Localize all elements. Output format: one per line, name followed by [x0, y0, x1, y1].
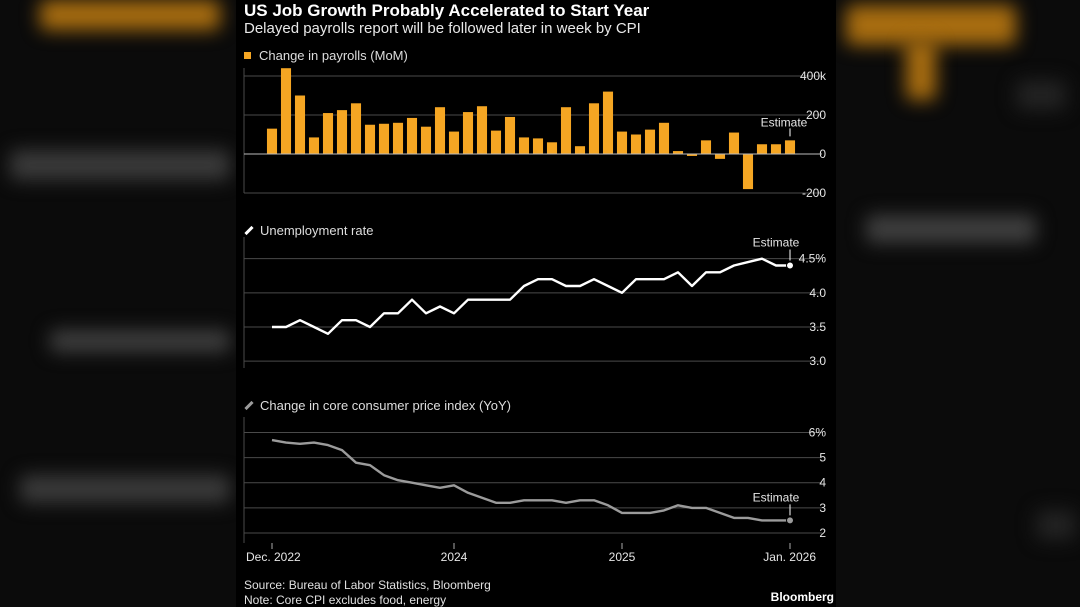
bloomberg-logo: Bloomberg: [770, 590, 834, 604]
payroll-bar: [644, 129, 656, 154]
payroll-bar: [392, 122, 404, 154]
payroll-bar: [630, 134, 642, 154]
payroll-bar: [546, 142, 558, 154]
payroll-bar: [462, 112, 474, 154]
estimate-label: Estimate: [753, 236, 800, 250]
y-tick-label: 2: [819, 526, 826, 540]
payroll-bar: [280, 68, 292, 154]
payroll-bar: [364, 124, 376, 154]
y-tick-label: 4.0: [809, 286, 826, 300]
payroll-bar: [742, 154, 754, 190]
legend-cpi-label: Change in core consumer price index (YoY…: [260, 398, 511, 413]
x-tick-label: 2024: [441, 550, 468, 564]
x-tick-label: 2025: [609, 550, 636, 564]
payroll-bar: [266, 128, 278, 154]
payroll-bar: [714, 154, 726, 159]
legend-payrolls-label: Change in payrolls (MoM): [259, 48, 408, 63]
payroll-bar: [532, 138, 544, 154]
y-tick-label: 3.5: [809, 320, 826, 334]
note-text: Note: Core CPI excludes food, energy: [244, 593, 447, 607]
payroll-bar: [476, 106, 488, 154]
payroll-bar: [658, 122, 670, 154]
payroll-bar: [294, 95, 306, 154]
y-tick-label: -200: [802, 186, 826, 200]
payroll-bar: [378, 123, 390, 154]
legend-payrolls: Change in payrolls (MoM): [244, 48, 408, 63]
payroll-bar: [784, 140, 796, 154]
payroll-bar: [448, 131, 460, 154]
legend-cpi: Change in core consumer price index (YoY…: [244, 398, 511, 413]
payroll-bar: [336, 110, 348, 154]
payroll-bar: [434, 107, 446, 154]
legend-unemployment: Unemployment rate: [244, 223, 373, 238]
y-tick-label: 5: [819, 451, 826, 465]
payroll-bar: [616, 131, 628, 154]
payroll-bar: [308, 137, 320, 154]
payroll-bar: [602, 91, 614, 154]
cpi-line: [271, 438, 790, 522]
chart-subtitle: Delayed payrolls report will be followed…: [244, 20, 641, 37]
payroll-bar: [700, 140, 712, 154]
payroll-bar: [686, 154, 698, 156]
blurred-background-left: [0, 0, 236, 607]
y-tick-label: 400k: [800, 69, 827, 83]
estimate-label: Estimate: [753, 490, 800, 504]
y-tick-label: 3: [819, 501, 826, 515]
payroll-bar: [350, 103, 362, 154]
chart-card: US Job Growth Probably Accelerated to St…: [236, 0, 836, 607]
payroll-bar: [770, 144, 782, 154]
payroll-bar: [490, 130, 502, 154]
payroll-bar: [518, 137, 530, 154]
payroll-bar: [420, 126, 432, 154]
source-text: Source: Bureau of Labor Statistics, Bloo…: [244, 578, 491, 592]
payroll-bar: [588, 103, 600, 154]
x-tick-label: Jan. 2026: [763, 550, 816, 564]
unemployment-line: [272, 257, 790, 335]
charts-svg: 400k 200 0 -200 Estimate 4.5% 4.0 3.5 3.0 Estimat…: [243, 68, 827, 564]
estimate-point: [786, 516, 794, 525]
payroll-bar: [728, 132, 740, 154]
y-tick-label: 4.5%: [799, 252, 827, 266]
payroll-bar: [574, 146, 586, 154]
payroll-bar: [504, 116, 516, 154]
y-tick-label: 200: [806, 108, 826, 122]
y-tick-label: 6%: [809, 426, 827, 440]
payrolls-swatch-icon: [244, 52, 251, 59]
payroll-bar: [406, 117, 418, 154]
payroll-bar: [322, 113, 334, 154]
payroll-bar: [672, 151, 684, 154]
estimate-point: [786, 261, 794, 270]
y-tick-label: 4: [819, 476, 826, 490]
x-tick-label: Dec. 2022: [246, 550, 301, 564]
blurred-background-right: [836, 0, 1080, 607]
payroll-bar: [560, 107, 572, 154]
payroll-bar: [756, 144, 768, 154]
y-tick-label: 3.0: [809, 354, 826, 368]
chart-title: US Job Growth Probably Accelerated to St…: [244, 1, 650, 20]
legend-unemployment-label: Unemployment rate: [260, 223, 374, 238]
estimate-label: Estimate: [761, 115, 808, 129]
y-tick-label: 0: [819, 147, 826, 161]
